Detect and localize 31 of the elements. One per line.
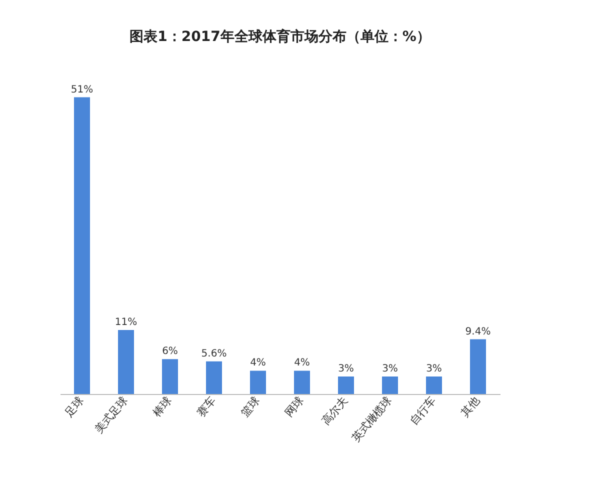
x-tick-label: 英式橄榄球 <box>349 394 395 444</box>
x-tick-label: 其他 <box>458 394 483 420</box>
data-label: 51% <box>70 84 94 96</box>
x-tick-label: 美式足球 <box>92 394 131 436</box>
x-tick-label: 足球 <box>62 394 87 420</box>
bar <box>162 359 178 394</box>
data-label: 4% <box>294 358 310 369</box>
data-label: 3% <box>338 364 354 375</box>
bar <box>470 339 486 394</box>
data-label: 5.6% <box>201 348 227 360</box>
data-label: 11% <box>114 317 138 328</box>
data-label: 6% <box>162 346 178 358</box>
bar <box>74 97 90 394</box>
bar <box>294 370 310 394</box>
bar <box>250 370 266 394</box>
x-tick-label: 篮球 <box>238 394 263 420</box>
data-label: 9.4% <box>465 326 491 338</box>
data-label: 3% <box>382 364 398 375</box>
chart-title: 图表1：2017年全球体育市场分布（单位：%） <box>130 28 430 45</box>
bar <box>382 376 398 394</box>
x-tick-label: 网球 <box>282 394 307 420</box>
data-label: 3% <box>426 364 442 375</box>
data-label: 4% <box>250 358 266 369</box>
x-tick-label: 赛车 <box>194 394 219 420</box>
bar <box>338 376 354 394</box>
bar <box>206 361 222 394</box>
bar <box>426 376 442 394</box>
bar <box>118 330 134 394</box>
x-tick-label: 棒球 <box>150 394 175 420</box>
x-tick-label: 自行车 <box>407 394 439 428</box>
x-tick-label: 高尔夫 <box>319 394 351 428</box>
